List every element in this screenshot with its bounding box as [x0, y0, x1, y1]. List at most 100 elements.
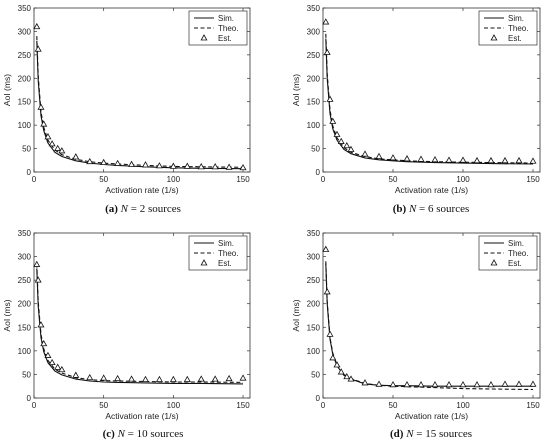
est-marker	[211, 163, 219, 170]
est-marker	[183, 162, 191, 169]
est-marker	[48, 140, 56, 147]
x-tick-label: 0	[32, 401, 37, 410]
y-tick-label: 200	[307, 300, 321, 309]
x-tick-label: 100	[167, 175, 181, 184]
est-marker	[343, 372, 351, 380]
est-marker	[473, 380, 481, 388]
est-marker	[529, 157, 537, 164]
est-marker	[389, 154, 397, 161]
est-marker	[155, 375, 163, 383]
est-marker	[322, 18, 330, 25]
y-tick-label: 250	[307, 51, 321, 60]
est-marker	[128, 375, 136, 382]
est-marker	[375, 380, 383, 387]
y-tick-label: 50	[22, 145, 31, 154]
est-marker	[389, 380, 397, 388]
x-tick-label: 150	[236, 175, 250, 184]
y-tick-label: 350	[18, 4, 32, 13]
x-tick-label: 0	[321, 401, 326, 410]
est-marker	[326, 330, 334, 337]
y-tick-label: 150	[307, 98, 321, 107]
x-axis-label: Activation rate (1/s)	[395, 411, 468, 421]
legend-box	[188, 10, 248, 46]
est-marker	[473, 156, 481, 164]
y-tick-label: 0	[27, 394, 32, 403]
legend-marker-est	[200, 34, 208, 41]
est-marker	[445, 380, 453, 388]
chart-panel-4: 0 50 100 150 200 250 300 350 0 50 100 150 Activation…	[291, 229, 541, 440]
est-marker	[40, 339, 48, 347]
y-tick-label: 150	[307, 323, 321, 332]
plot-frame	[33, 232, 251, 399]
y-axis-label: AoI (ms)	[2, 299, 12, 331]
est-marker	[403, 155, 411, 162]
x-tick-label: 0	[32, 175, 37, 184]
est-marker	[114, 159, 122, 166]
est-marker	[37, 321, 45, 328]
est-marker	[54, 144, 62, 151]
y-tick-label: 100	[307, 347, 321, 356]
est-marker	[197, 375, 205, 382]
y-tick-label: 200	[18, 300, 32, 309]
x-tick-label: 100	[456, 175, 470, 184]
legend-box	[188, 235, 248, 271]
est-marker	[211, 375, 219, 382]
theo-line	[36, 263, 244, 383]
sim-line	[325, 263, 533, 387]
est-marker	[72, 371, 80, 378]
panel-caption: (c) N = 10 sources	[103, 428, 184, 440]
y-tick-label: 150	[18, 98, 32, 107]
est-marker	[501, 380, 509, 387]
est-marker	[361, 150, 369, 157]
y-axis-label: AoI (ms)	[291, 74, 301, 106]
legend: Sim.Theo.Est.	[188, 235, 248, 271]
sim-line	[36, 268, 244, 385]
x-axis-label: Activation rate (1/s)	[395, 185, 468, 195]
y-tick-label: 350	[18, 229, 32, 238]
est-marker	[33, 22, 41, 30]
x-tick-label: 0	[321, 175, 326, 184]
legend-label: Est.	[508, 34, 522, 43]
y-tick-label: 50	[311, 370, 320, 379]
est-marker	[169, 162, 177, 169]
est-marker	[58, 365, 66, 373]
est-marker	[337, 137, 345, 144]
y-axis-label: AoI (ms)	[291, 299, 301, 331]
x-tick-label: 150	[526, 175, 540, 184]
est-marker	[225, 163, 233, 170]
legend-label: Est.	[218, 259, 232, 268]
est-marker	[142, 161, 149, 168]
est-marker	[54, 363, 62, 370]
plot-frame	[33, 7, 251, 173]
est-marker	[100, 158, 108, 166]
legend: Sim.Theo.Est.	[478, 235, 538, 271]
est-marker	[529, 380, 537, 387]
legend: Sim.Theo.Est.	[188, 10, 248, 46]
y-tick-label: 100	[307, 121, 321, 130]
x-axis-label: Activation rate (1/s)	[105, 411, 178, 421]
est-marker	[58, 147, 66, 154]
y-tick-label: 100	[18, 347, 32, 356]
est-marker	[459, 380, 467, 388]
x-tick-label: 50	[389, 401, 398, 410]
legend: Sim.Theo.Est.	[478, 10, 538, 46]
y-tick-label: 50	[22, 370, 31, 379]
est-marker	[72, 153, 80, 160]
est-marker	[322, 245, 330, 252]
sim-line	[36, 40, 244, 170]
y-tick-label: 100	[18, 121, 32, 130]
chart-panel-1: 0 50 100 150 200 250 300 350 0 50 100 150 Activation…	[2, 4, 251, 215]
y-tick-label: 250	[18, 276, 32, 285]
legend-label: Theo.	[508, 249, 528, 258]
est-marker	[431, 380, 439, 388]
y-tick-label: 350	[307, 4, 321, 13]
y-tick-label: 200	[307, 74, 321, 83]
theo-line	[325, 261, 534, 391]
est-marker	[431, 155, 439, 163]
y-tick-label: 300	[307, 27, 321, 36]
legend-box	[478, 235, 538, 271]
est-marker	[183, 375, 191, 383]
chart-panel-2: 0 50 100 150 200 250 300 350 0 50 100 150 Activation…	[291, 4, 541, 215]
est-marker	[337, 368, 345, 375]
est-marker	[100, 374, 108, 381]
